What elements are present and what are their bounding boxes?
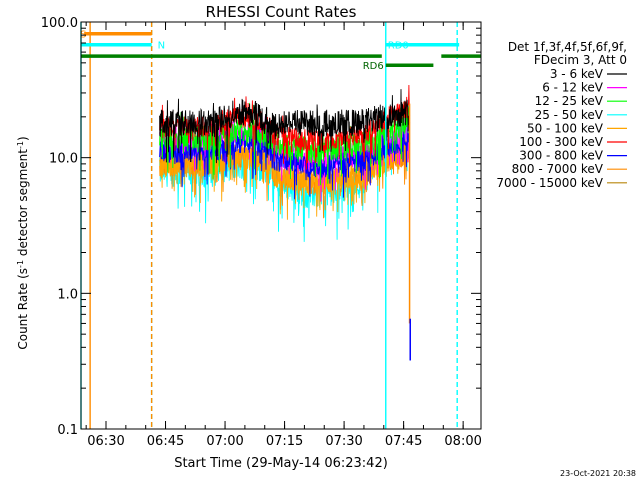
x-tick-label: 08:00	[444, 434, 481, 449]
chart-title: RHESSI Count Rates	[206, 3, 357, 21]
x-tick-label: 06:30	[87, 434, 124, 449]
legend-item-label: 300 - 800 keV	[519, 149, 603, 163]
legend-header-line: FDecim 3, Att 0	[534, 53, 627, 67]
y-axis-label-part: Count Rate (s	[16, 268, 30, 350]
y-tick-label: 1.0	[57, 287, 78, 302]
legend-item-label: 3 - 6 keV	[550, 67, 604, 81]
y-tick-label: 0.1	[57, 423, 78, 438]
y-tick-label: 100.0	[41, 16, 78, 31]
legend-header-line: Det 1f,3f,4f,5f,6f,9f,	[508, 40, 627, 54]
y-tick-label: 10.0	[49, 152, 78, 167]
x-axis-label: Start Time (29-May-14 06:23:42)	[174, 456, 388, 471]
y-axis-label-part: )	[16, 136, 30, 141]
series-line	[159, 89, 411, 164]
legend-item-label: 25 - 50 keV	[535, 108, 604, 122]
series-line	[159, 121, 411, 200]
x-tick-label: 07:00	[206, 434, 243, 449]
y-axis-label-part: detector segment	[16, 149, 30, 260]
legend-item-label: 7000 - 15000 keV	[496, 176, 603, 190]
legend-item-label: 6 - 12 keV	[542, 81, 604, 95]
flag-label: RD0	[388, 41, 409, 52]
legend-item-label: 12 - 25 keV	[535, 94, 604, 108]
legend: Det 1f,3f,4f,5f,6f,9f, FDecim 3, Att 0 3…	[496, 40, 627, 190]
x-tick-label: 07:15	[266, 434, 303, 449]
footer-timestamp: 23-Oct-2021 20:38	[560, 469, 636, 478]
series-layer	[159, 84, 411, 242]
series-line	[159, 101, 411, 186]
legend-item-label: 100 - 300 keV	[519, 135, 603, 149]
y-axis-label-sup: -1	[16, 260, 25, 268]
y-axis-label-sup: -1	[16, 141, 25, 149]
x-tick-label: 07:45	[385, 434, 422, 449]
y-ticks: 100.0 10.0 1.0 0.1	[41, 16, 481, 438]
plot-frame	[80, 21, 482, 430]
legend-item-label: 50 - 100 keV	[527, 121, 604, 135]
x-ticks: 06:30 06:45 07:00 07:15 07:30 07:45 08:00	[85, 22, 482, 449]
y-axis-label: Count Rate (s-1 detector segment-1)	[16, 136, 31, 349]
legend-item-label: 800 - 7000 keV	[512, 162, 604, 176]
flag-label: RD6	[363, 61, 384, 72]
flag-label: N	[158, 41, 165, 52]
x-tick-label: 06:45	[147, 434, 184, 449]
x-tick-label: 07:30	[325, 434, 362, 449]
